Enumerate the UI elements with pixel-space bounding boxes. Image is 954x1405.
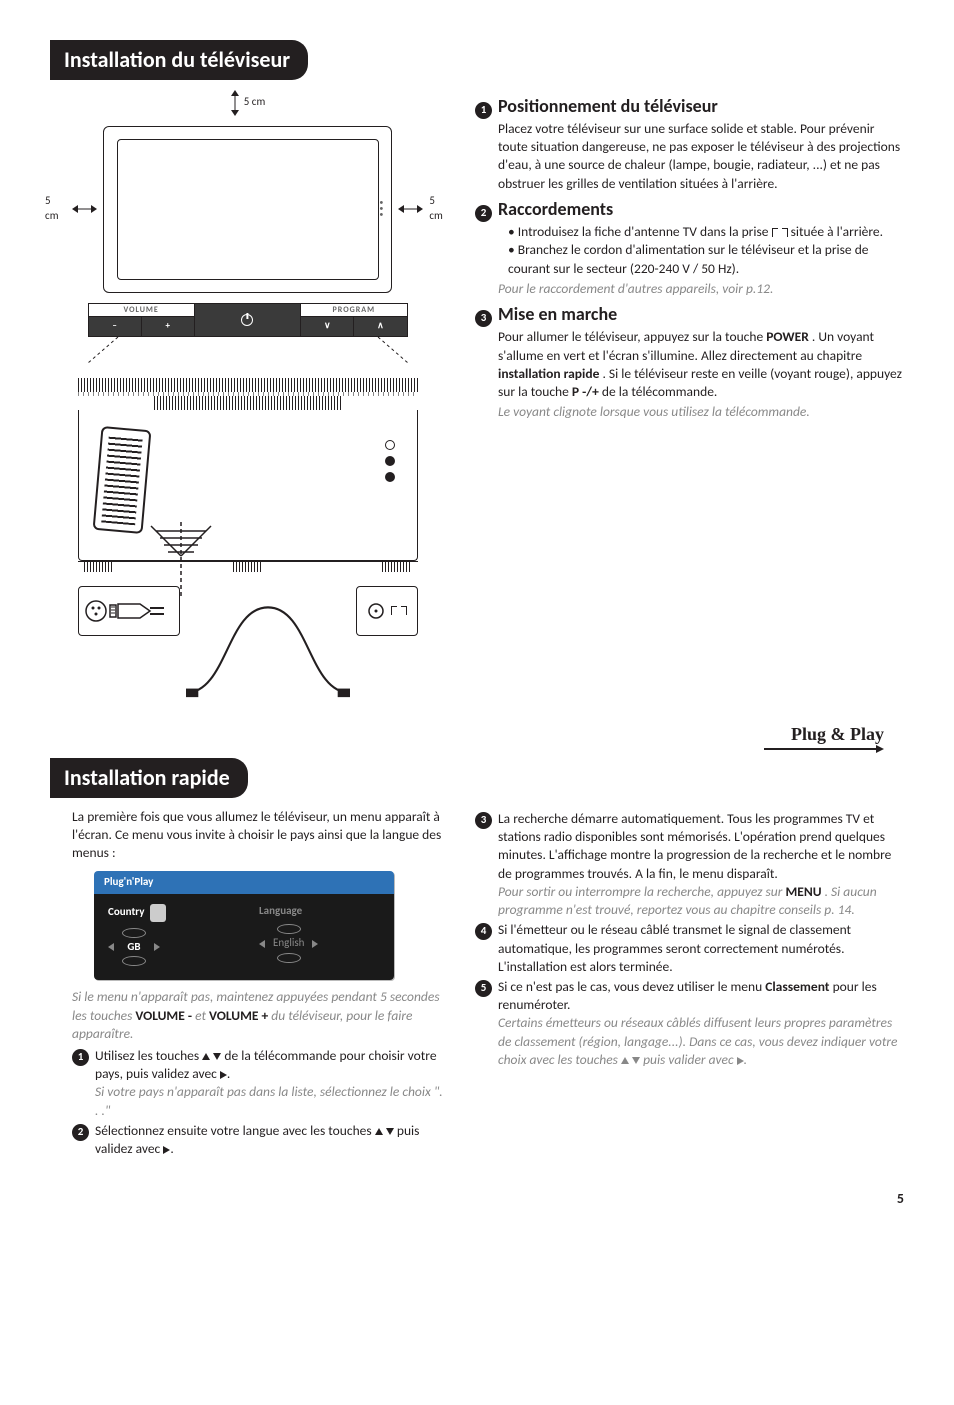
positionnement-body: Placez votre téléviseur sur une surface … xyxy=(498,120,904,193)
vent-mid-icon xyxy=(154,396,341,410)
pnp-arrow-icon xyxy=(764,746,884,752)
up-icon xyxy=(375,1128,383,1135)
clearance-top: 5 cm xyxy=(244,95,266,110)
section2-right-col: 3 La recherche démarre automatiquement. … xyxy=(475,808,904,1160)
osd-right-icon xyxy=(312,940,318,948)
arrow-up-down-icon xyxy=(230,90,240,116)
page-number: 5 xyxy=(50,1190,904,1209)
mise-en-marche-body: Pour allumer le téléviseur, appuyez sur … xyxy=(498,328,904,401)
raccordements-b2: Branchez le cordon d'alimentation sur le… xyxy=(508,241,904,277)
step-2: 2 Sélectionnez ensuite votre langue avec… xyxy=(72,1122,445,1158)
step-4: 4 Si l'émetteur ou le réseau câblé trans… xyxy=(475,921,904,976)
osd-title: Plug'n'Play xyxy=(94,871,394,894)
section2-left-col: La première fois que vous allumez le tél… xyxy=(50,808,445,1160)
aerial-antenna-icon xyxy=(146,516,310,644)
tv-front-icon: ••• xyxy=(103,126,393,293)
h-positionnement: Positionnement du téléviseur xyxy=(498,94,718,118)
keys-dashed-lines-icon xyxy=(88,337,408,363)
key-v: ∨ xyxy=(301,316,354,335)
key-minus: – xyxy=(89,316,142,335)
step-number-2: 2 xyxy=(475,205,492,222)
key-caret: ∧ xyxy=(354,316,406,335)
tv-back-figure xyxy=(78,378,418,714)
antenna-plug-icon xyxy=(772,228,788,238)
raccordements-note: Pour le raccordement d'autres appareils,… xyxy=(498,280,904,298)
up-icon xyxy=(621,1057,629,1064)
down-icon xyxy=(632,1057,640,1064)
section2-title: Installation rapide xyxy=(50,758,248,798)
osd-country-v: GB xyxy=(127,940,140,955)
osd-menu-mockup: Plug'n'Play Country GB Language xyxy=(94,871,394,981)
step-3: 3 La recherche démarre automatiquement. … xyxy=(475,810,904,919)
vent-top-icon xyxy=(78,378,418,392)
osd-right-icon xyxy=(154,943,160,951)
keys-program-label: PROGRAM xyxy=(301,304,406,317)
clearance-right: 5 cm xyxy=(429,194,450,224)
h-mise-en-marche: Mise en marche xyxy=(498,302,617,326)
mise-en-marche-note: Le voyant clignote lorsque vous utilisez… xyxy=(498,403,904,421)
power-icon xyxy=(241,314,253,326)
section1-text-col: 1 Positionnement du téléviseur Placez vo… xyxy=(475,90,904,718)
section1-figure-col: 5 cm 5 cm ••• 5 cm VOLUME – + xyxy=(50,90,445,718)
up-icon xyxy=(202,1053,210,1060)
cable-icon xyxy=(186,586,350,714)
osd-left-icon xyxy=(108,943,114,951)
step-number-1: 1 xyxy=(475,102,492,119)
plug-and-play-logo: Plug & Play xyxy=(50,722,884,752)
step-1: 1 Utilisez les touches de la télécommand… xyxy=(72,1047,445,1120)
connector-dots-icon xyxy=(385,440,395,482)
section1-title: Installation du téléviseur xyxy=(50,40,308,80)
section1-columns: 5 cm 5 cm ••• 5 cm VOLUME – + xyxy=(50,90,904,718)
osd-language-v: English xyxy=(273,936,304,951)
menu-note: Si le menu n'apparaît pas, maintenez app… xyxy=(72,988,445,1043)
right-icon xyxy=(220,1071,227,1079)
section2-intro: La première fois que vous allumez le tél… xyxy=(72,808,445,863)
step-5: 5 Si ce n'est pas le cas, vous devez uti… xyxy=(475,978,904,1069)
right-icon xyxy=(737,1057,744,1065)
step-number-3: 3 xyxy=(475,310,492,327)
section1-title-wrap: Installation du téléviseur xyxy=(50,40,904,80)
arrow-left-right-icon xyxy=(398,204,423,214)
scart-icon xyxy=(92,426,151,534)
tv-keys-figure: VOLUME – + PROGRAM ∨ ∧ xyxy=(88,303,408,368)
step1-note: Si votre pays n'apparaît pas dans la lis… xyxy=(95,1083,445,1119)
clearance-left: 5 cm xyxy=(45,194,66,224)
section2-columns: La première fois que vous allumez le tél… xyxy=(50,808,904,1160)
osd-left-icon xyxy=(259,940,265,948)
coax-socket-icon xyxy=(356,586,418,636)
tv-side-dots-icon: ••• xyxy=(379,200,383,218)
osd-country-h: Country xyxy=(108,905,144,920)
h-raccordements: Raccordements xyxy=(498,197,613,221)
down-icon xyxy=(386,1128,394,1135)
tv-screen xyxy=(117,139,379,280)
step5-note: Certains émetteurs ou réseaux câblés dif… xyxy=(498,1014,904,1069)
arrow-left-right-icon xyxy=(72,204,97,214)
down-icon xyxy=(213,1053,221,1060)
remote-icon xyxy=(150,904,166,922)
step3-note: Pour sortir ou interrompre la recherche,… xyxy=(498,883,904,919)
antenna-plug-icon xyxy=(391,606,407,616)
keys-volume-label: VOLUME xyxy=(89,304,194,317)
tv-clearance-figure: 5 cm 5 cm ••• 5 cm xyxy=(50,90,445,293)
key-plus: + xyxy=(142,316,194,335)
section2-title-wrap: Installation rapide xyxy=(50,758,904,798)
raccordements-b1: Introduisez la fiche d'antenne TV dans l… xyxy=(508,223,904,241)
osd-language-h: Language xyxy=(259,904,302,919)
